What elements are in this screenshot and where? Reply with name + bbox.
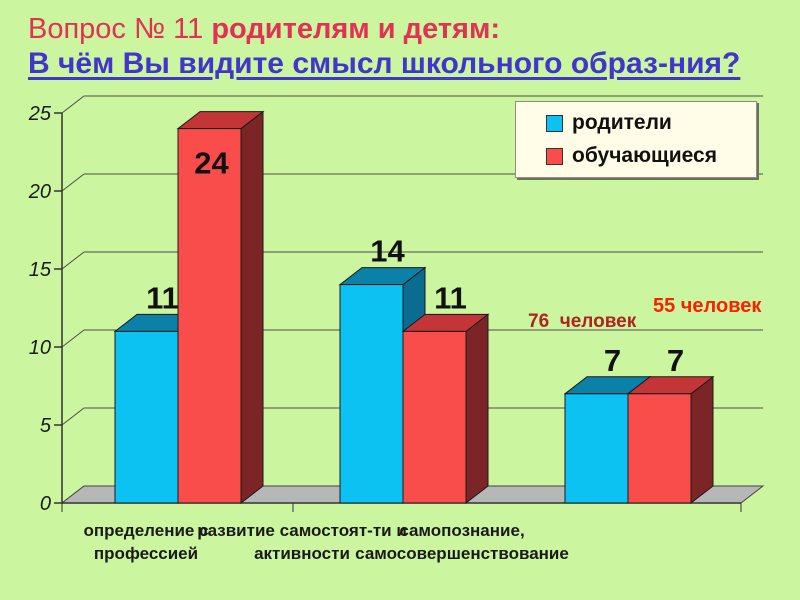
category-2-line-1: развитие самостоят-ти и xyxy=(197,521,407,540)
bar-side-face xyxy=(465,313,489,505)
y-axis-label-5: 5 xyxy=(40,415,52,437)
bar-value-label: 24 xyxy=(194,146,229,181)
title-audience: родителям и детям: xyxy=(211,13,501,45)
grid-depth-connector-5 xyxy=(61,407,85,426)
grid-depth-connector-25 xyxy=(61,95,85,114)
bar-value-label: 11 xyxy=(146,280,179,315)
bar-series1-group2: 7 xyxy=(626,343,715,505)
bar-value-label: 11 xyxy=(434,280,467,315)
bar-side-face xyxy=(690,375,714,505)
title-question-text: В чём Вы видите смысл школьного образ-ни… xyxy=(28,47,741,80)
title-question-number: Вопрос № 11 xyxy=(28,13,212,45)
grid-depth-connector-15 xyxy=(61,251,85,270)
bar-front-face xyxy=(339,284,404,504)
bar-series1-group0: 24 xyxy=(176,110,265,505)
bar-value-label: 7 xyxy=(667,343,684,378)
bar-front-face xyxy=(114,330,179,504)
y-axis-label-10: 10 xyxy=(29,337,51,359)
bar-series1-group1: 11 xyxy=(401,280,490,505)
y-axis-label-25: 25 xyxy=(28,103,52,125)
category-label-2: развитие самостоят-ти и активности xyxy=(182,519,422,565)
slide-title: Вопрос № 11 родителям и детям: В чём Вы … xyxy=(28,12,740,82)
category-3-line-1: самопознание, xyxy=(399,521,525,540)
legend-swatch-students-icon xyxy=(546,147,563,165)
bar-front-face xyxy=(177,128,242,504)
category-3-line-2: самосовершенствование xyxy=(355,544,569,563)
category-label-3: самопознание, самосовершенствование xyxy=(342,519,582,565)
annotation-76-people: 76 человек xyxy=(528,311,637,332)
legend-label-students: обучающиеся xyxy=(572,144,717,167)
grid-depth-connector-20 xyxy=(61,173,85,192)
grid-depth-connector-10 xyxy=(61,329,85,348)
annotation-55-people: 55 человек xyxy=(653,295,762,317)
bar-front-face xyxy=(627,393,692,504)
category-1-line-1: определение с xyxy=(83,521,209,540)
y-axis-label-15: 15 xyxy=(29,259,52,281)
chart-legend: родители обучающиеся xyxy=(515,101,757,178)
category-2-line-2: активности xyxy=(254,544,350,563)
bar-value-label: 7 xyxy=(604,343,621,378)
category-1-line-2: профессией xyxy=(93,544,199,563)
bar-value-label: 14 xyxy=(370,234,405,269)
legend-label-parents: родители xyxy=(572,111,672,134)
category-label-1: определение с профессией xyxy=(26,519,266,565)
title-line-1: Вопрос № 11 родителям и детям: xyxy=(28,12,740,46)
legend-item-parents: родители xyxy=(546,111,756,135)
bar-front-face xyxy=(402,330,467,504)
bar-front-face xyxy=(564,393,629,504)
y-axis-label-0: 0 xyxy=(40,493,51,515)
y-axis-label-20: 20 xyxy=(28,181,51,203)
legend-swatch-parents-icon xyxy=(546,114,563,132)
legend-item-students: обучающиеся xyxy=(546,144,756,168)
bar-side-face xyxy=(240,110,264,505)
